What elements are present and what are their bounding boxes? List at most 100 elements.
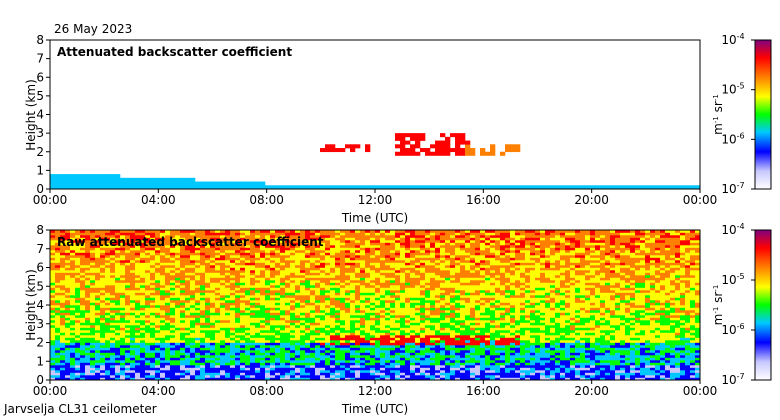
heatmap-cell bbox=[230, 285, 236, 288]
heatmap-cell bbox=[255, 312, 261, 316]
heatmap-cell bbox=[280, 340, 286, 343]
heatmap-cell bbox=[160, 317, 166, 321]
heatmap-cell bbox=[415, 320, 421, 323]
heatmap-cell bbox=[370, 305, 376, 308]
heatmap-cell bbox=[145, 235, 151, 238]
heatmap-cell bbox=[135, 262, 141, 266]
heatmap-cell bbox=[50, 272, 56, 276]
heatmap-cell bbox=[240, 342, 246, 346]
heatmap-cell bbox=[390, 310, 396, 313]
heatmap-cell bbox=[485, 151, 491, 156]
heatmap-cell bbox=[485, 185, 491, 190]
heatmap-cell bbox=[395, 245, 401, 248]
heatmap-cell bbox=[165, 275, 171, 278]
heatmap-cell bbox=[300, 285, 306, 288]
heatmap-cell bbox=[110, 330, 116, 333]
heatmap-cell bbox=[445, 185, 451, 190]
heatmap-cell bbox=[125, 357, 131, 361]
heatmap-cell bbox=[80, 260, 86, 263]
heatmap-cell bbox=[430, 237, 436, 241]
heatmap-cell bbox=[175, 177, 181, 182]
heatmap-cell bbox=[230, 302, 236, 306]
heatmap-cell bbox=[245, 350, 251, 353]
heatmap-cell bbox=[300, 290, 306, 293]
heatmap-cell bbox=[295, 245, 301, 248]
heatmap-cell bbox=[110, 317, 116, 321]
heatmap-cell bbox=[310, 295, 316, 298]
heatmap-cell bbox=[160, 360, 166, 363]
heatmap-cell bbox=[225, 265, 231, 268]
heatmap-cell bbox=[125, 235, 131, 238]
heatmap-cell bbox=[255, 255, 261, 258]
heatmap-cell bbox=[305, 185, 311, 190]
heatmap-cell bbox=[245, 265, 251, 268]
heatmap-cell bbox=[210, 370, 216, 373]
heatmap-cell bbox=[65, 255, 71, 258]
heatmap-cell bbox=[265, 280, 271, 283]
heatmap-cell bbox=[120, 282, 126, 286]
heatmap-cell bbox=[385, 342, 391, 346]
heatmap-cell bbox=[165, 295, 171, 298]
heatmap-cell bbox=[220, 350, 226, 353]
heatmap-cell bbox=[70, 245, 76, 248]
heatmap-cell bbox=[430, 302, 436, 306]
heatmap-cell bbox=[300, 320, 306, 323]
heatmap-cell bbox=[50, 287, 56, 291]
heatmap-cell bbox=[225, 342, 231, 346]
heatmap-cell bbox=[210, 260, 216, 263]
heatmap-cell bbox=[75, 317, 81, 321]
heatmap-cell bbox=[215, 260, 221, 263]
heatmap-cell bbox=[270, 310, 276, 313]
heatmap-cell bbox=[65, 285, 71, 288]
heatmap-cell bbox=[205, 317, 211, 321]
heatmap-cell bbox=[50, 237, 56, 241]
heatmap-cell bbox=[340, 252, 346, 256]
heatmap-cell bbox=[90, 350, 96, 353]
heatmap-cell bbox=[385, 292, 391, 296]
heatmap-cell bbox=[130, 272, 136, 276]
heatmap-cell bbox=[185, 285, 191, 288]
heatmap-cell bbox=[200, 247, 206, 251]
heatmap-cell bbox=[120, 267, 126, 271]
heatmap-cell bbox=[75, 292, 81, 296]
heatmap-cell bbox=[365, 345, 371, 348]
heatmap-cell bbox=[540, 185, 546, 190]
heatmap-cell bbox=[325, 262, 331, 266]
heatmap-cell bbox=[285, 250, 291, 253]
heatmap-cell bbox=[140, 177, 146, 182]
heatmap-cell bbox=[115, 185, 121, 190]
heatmap-cell bbox=[285, 330, 291, 333]
heatmap-cell bbox=[390, 360, 396, 363]
heatmap-cell bbox=[195, 255, 201, 258]
heatmap-cell bbox=[405, 262, 411, 266]
heatmap-cell bbox=[345, 240, 351, 243]
heatmap-cell bbox=[425, 332, 431, 336]
heatmap-cell bbox=[185, 305, 191, 308]
heatmap-cell bbox=[95, 330, 101, 333]
heatmap-cell bbox=[130, 230, 136, 233]
heatmap-cell bbox=[240, 265, 246, 268]
heatmap-cell bbox=[95, 181, 101, 186]
heatmap-cell bbox=[410, 295, 416, 298]
heatmap-cell bbox=[530, 185, 536, 190]
heatmap-cell bbox=[435, 337, 441, 341]
heatmap-cell bbox=[120, 372, 126, 376]
heatmap-cell bbox=[55, 335, 61, 338]
heatmap-cell bbox=[380, 185, 386, 190]
heatmap-cell bbox=[75, 307, 81, 311]
heatmap-cell bbox=[220, 230, 226, 233]
heatmap-cell bbox=[135, 285, 141, 288]
heatmap-cell bbox=[90, 340, 96, 343]
heatmap-cell bbox=[195, 282, 201, 286]
heatmap-cell bbox=[170, 307, 176, 311]
heatmap-cell bbox=[190, 275, 196, 278]
heatmap-cell bbox=[75, 270, 81, 273]
heatmap-cell bbox=[160, 300, 166, 303]
heatmap-cell bbox=[300, 335, 306, 338]
heatmap-cell bbox=[160, 377, 166, 381]
heatmap-cell bbox=[55, 302, 61, 306]
heatmap-cell bbox=[250, 302, 256, 306]
heatmap-cell bbox=[355, 277, 361, 281]
heatmap-cell bbox=[420, 335, 426, 338]
heatmap-cell bbox=[365, 275, 371, 278]
